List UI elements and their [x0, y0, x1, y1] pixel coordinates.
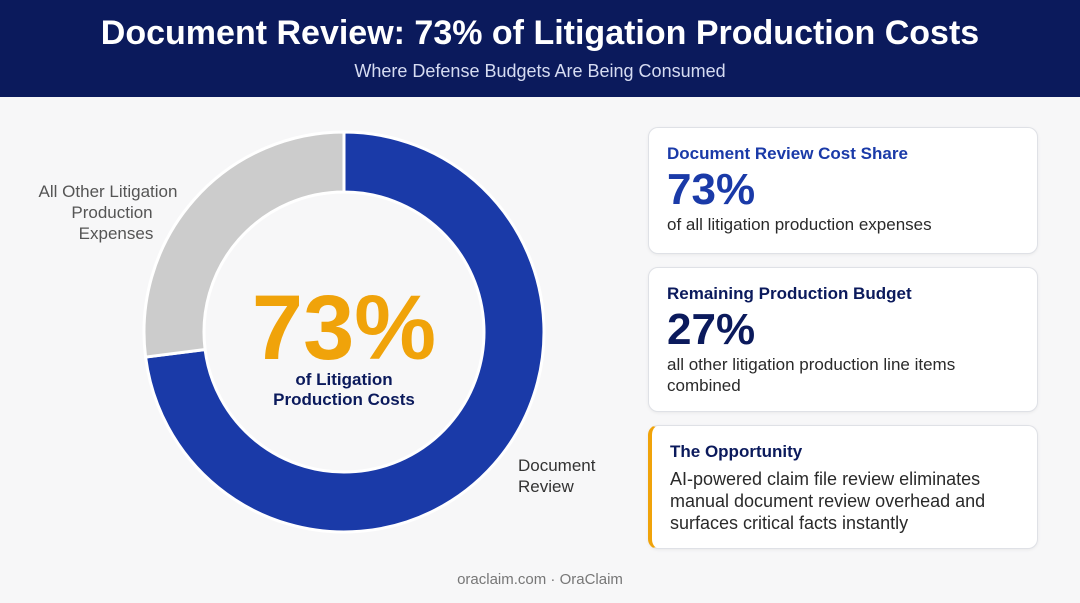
donut-slice-all-other-litigation-production-expenses — [142, 130, 346, 359]
page-subtitle: Where Defense Budgets Are Being Consumed — [354, 61, 726, 81]
label-document-review-line-2: Review — [518, 477, 574, 496]
card-value: 27% — [667, 305, 756, 354]
header-banner: Document Review: 73% of Litigation Produ… — [0, 0, 1080, 97]
center-label-line-1: of Litigation — [295, 370, 392, 389]
center-value: 73% — [252, 277, 436, 379]
card-value: 73% — [667, 165, 756, 214]
card-description: AI-powered claim file review eliminates … — [670, 469, 986, 533]
card-remaining-budget: Remaining Production Budget 27% all othe… — [648, 267, 1038, 412]
page-title: Document Review: 73% of Litigation Produ… — [100, 14, 980, 52]
card-title: Remaining Production Budget — [667, 284, 912, 303]
donut-slice-document-review — [143, 130, 546, 534]
center-label-line-2: Production Costs — [273, 390, 415, 409]
footer-credit: oraclaim.com · OraClaim — [457, 571, 623, 588]
card-description: of all litigation production expenses — [667, 215, 932, 234]
label-other-line-3: Expenses — [79, 224, 154, 243]
donut-chart: 73% of Litigation Production Costs Docum… — [39, 130, 596, 534]
label-other-line-2: Production — [71, 203, 152, 222]
card-description: all other litigation production line ite… — [667, 355, 956, 395]
label-other-line-1: All Other Litigation — [39, 182, 178, 201]
label-document-review-line-1: Document — [518, 456, 596, 475]
card-document-review-share: Document Review Cost Share 73% of all li… — [648, 127, 1038, 254]
card-title: The Opportunity — [670, 442, 803, 461]
card-opportunity: The Opportunity AI-powered claim file re… — [648, 425, 1038, 549]
card-title: Document Review Cost Share — [667, 144, 908, 163]
